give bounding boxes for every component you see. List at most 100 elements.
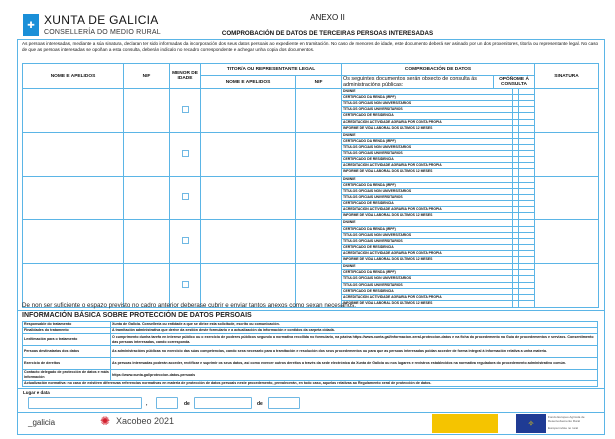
oppose-checkbox[interactable]: [512, 169, 520, 176]
oppose-checkbox[interactable]: [512, 176, 520, 183]
document-label: CERTIFICADO DE RESIDENCIA: [342, 245, 513, 251]
minor-checkbox[interactable]: [181, 237, 189, 245]
oppose-checkbox[interactable]: [512, 132, 520, 139]
guardian-name-cell[interactable]: [200, 175, 296, 221]
oppose-checkbox[interactable]: [512, 244, 520, 251]
oppose-checkbox[interactable]: [512, 145, 520, 152]
oppose-checkbox[interactable]: [512, 151, 520, 158]
oppose-checkbox[interactable]: [512, 213, 520, 220]
oppose-checkbox[interactable]: [512, 226, 520, 233]
guardian-nif-cell[interactable]: [294, 175, 343, 221]
signature-cell[interactable]: [534, 131, 600, 177]
oppose-checkbox[interactable]: [512, 201, 520, 208]
oppose-blank: [519, 283, 535, 289]
nif-cell[interactable]: [123, 263, 170, 308]
oppose-checkbox[interactable]: [512, 220, 520, 227]
col-guardian-name: NOME E APELIDOS: [200, 75, 296, 89]
oppose-checkbox[interactable]: [512, 257, 520, 264]
signature-cell[interactable]: [534, 263, 600, 308]
col-nif: NIF: [123, 63, 170, 89]
oppose-checkbox[interactable]: [512, 294, 520, 301]
oppose-checkbox[interactable]: [512, 107, 520, 114]
name-cell[interactable]: [22, 263, 124, 308]
guardian-name-cell[interactable]: [200, 263, 296, 308]
oppose-checkbox[interactable]: [512, 119, 520, 126]
day-field[interactable]: [156, 397, 178, 409]
document-label: INFORME DE VIDA LABORAL DOS ÚLTIMOS 12 M…: [343, 213, 433, 218]
privacy-label: Persoas destinatarias dos datos: [22, 345, 111, 358]
oppose-checkbox[interactable]: [512, 163, 520, 170]
oppose-checkbox[interactable]: [512, 89, 520, 96]
privacy-title: INFORMACIÓN BÁSICA SOBRE PROTECCIÓN DE D…: [22, 312, 252, 319]
minor-checkbox[interactable]: [181, 105, 189, 113]
oppose-checkbox[interactable]: [512, 125, 520, 132]
eu-flag-icon: ✧: [516, 414, 546, 433]
privacy-text: https://www.xunta.gal/proteccion-datos-p…: [110, 369, 598, 381]
oppose-blank: [519, 133, 535, 139]
minor-checkbox[interactable]: [181, 193, 189, 201]
oppose-checkbox[interactable]: [512, 101, 520, 108]
space-note: De non ser suficiente o espazo previsto …: [22, 302, 356, 309]
oppose-checkbox[interactable]: [512, 188, 520, 195]
signature-cell[interactable]: [534, 175, 600, 221]
nif-cell[interactable]: [123, 219, 170, 265]
oppose-checkbox[interactable]: [512, 282, 520, 289]
oppose-checkbox[interactable]: [512, 270, 520, 277]
year-field[interactable]: [268, 397, 300, 409]
document-label: ACREDITACIÓN ACTIVIDADE AGRARIA POR CONT…: [342, 207, 513, 214]
document-label: INFORME DE VIDA LABORAL DOS ÚLTIMOS 12 M…: [343, 300, 433, 305]
guardian-name-cell[interactable]: [200, 219, 296, 265]
footer: [17, 412, 605, 435]
oppose-blank: [519, 276, 535, 283]
person-row: DNI/NIE CERTIFICADO DA RENDA (IRPF) TÍTULO…: [22, 263, 600, 308]
guardian-name-cell[interactable]: [200, 88, 296, 133]
privacy-text: As persoas interesadas poderán acceder, …: [110, 357, 598, 370]
oppose-checkbox[interactable]: [512, 182, 520, 189]
oppose-checkbox[interactable]: [512, 113, 520, 120]
oppose-checkbox[interactable]: [512, 232, 520, 239]
documents-cell: DNI/NIE CERTIFICADO DA RENDA (IRPF) TÍTULO…: [341, 88, 536, 133]
guardian-name-cell[interactable]: [200, 131, 296, 177]
privacy-row: Persoas destinatarias dos datos As admini…: [22, 345, 598, 358]
guardian-nif-cell[interactable]: [294, 131, 343, 177]
nif-cell[interactable]: [123, 88, 170, 133]
conselleria: CONSELLERÍA DO MEDIO RURAL: [44, 29, 161, 36]
oppose-blank: [519, 126, 534, 132]
oppose-checkbox[interactable]: [512, 288, 520, 295]
name-cell[interactable]: [22, 131, 124, 177]
nif-cell[interactable]: [123, 175, 170, 221]
oppose-checkbox[interactable]: [512, 276, 520, 283]
oppose-checkbox[interactable]: [512, 207, 520, 214]
xacobeo-logo: Xacobeo 2021: [116, 416, 175, 426]
minor-checkbox[interactable]: [181, 149, 189, 157]
guardian-nif-cell[interactable]: [294, 219, 343, 265]
oppose-checkbox[interactable]: [512, 300, 520, 307]
xunta-logo-icon: ✚: [23, 14, 39, 36]
minor-checkbox[interactable]: [181, 281, 189, 289]
nif-cell[interactable]: [123, 131, 170, 177]
document-label: CERTIFICADO DE RESIDENCIA: [342, 289, 513, 295]
oppose-checkbox[interactable]: [512, 238, 520, 245]
signature-cell[interactable]: [534, 88, 600, 133]
privacy-label: Exercicio de dereitos: [22, 357, 111, 370]
name-cell[interactable]: [22, 88, 124, 133]
privacy-row: Lexitimación para o tratamento O cumprime…: [22, 333, 598, 346]
oppose-checkbox[interactable]: [512, 138, 520, 146]
name-cell[interactable]: [22, 219, 124, 265]
oppose-checkbox[interactable]: [512, 95, 520, 102]
oppose-checkbox[interactable]: [512, 264, 520, 271]
document-label: CERTIFICADO DA RENDA (IRPF): [342, 139, 513, 146]
name-cell[interactable]: [22, 175, 124, 221]
oppose-checkbox[interactable]: [512, 194, 520, 202]
xunta-logo-text: XUNTA DE GALICIA: [44, 13, 159, 27]
guardian-nif-cell[interactable]: [294, 263, 343, 308]
document-label: TÍTULOS OFICIAIS NON UNIVERSITARIOS: [342, 276, 513, 283]
oppose-blank: [519, 89, 535, 96]
oppose-checkbox[interactable]: [512, 250, 520, 258]
of-label: de: [257, 401, 263, 407]
place-field[interactable]: [28, 397, 142, 409]
month-field[interactable]: [194, 397, 252, 409]
guardian-nif-cell[interactable]: [294, 88, 343, 133]
signature-cell[interactable]: [534, 219, 600, 265]
oppose-checkbox[interactable]: [512, 157, 520, 164]
